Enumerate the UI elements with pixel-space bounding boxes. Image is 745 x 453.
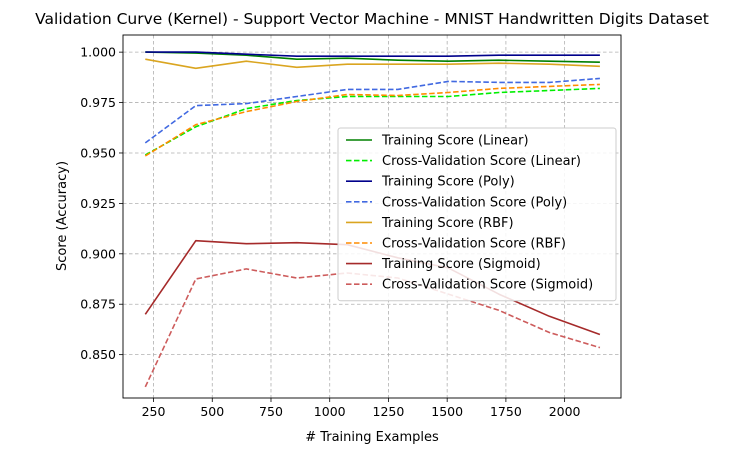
y-tick-label: 0.875 — [80, 297, 116, 312]
series-line-1 — [144, 87, 600, 156]
y-tick-label: 1.000 — [80, 45, 116, 60]
legend-label: Training Score (Linear) — [381, 134, 529, 149]
y-tick-label: 0.950 — [80, 145, 116, 160]
x-tick-label: 500 — [200, 404, 224, 419]
x-tick-label: 1500 — [431, 404, 463, 419]
x-tick-label: 1250 — [373, 404, 405, 419]
legend-label: Cross-Validation Score (Poly) — [382, 195, 567, 210]
x-axis-ticks: 250 500 750 1000 1250 1500 1750 2000 — [142, 398, 581, 419]
series-line-4 — [145, 58, 600, 70]
y-tick-label: 0.975 — [80, 95, 116, 110]
legend-label: Cross-Validation Score (Sigmoid) — [382, 278, 593, 293]
x-axis-label: # Training Examples — [305, 430, 439, 445]
x-tick-label: 1750 — [490, 404, 522, 419]
x-tick-label: 250 — [142, 404, 166, 419]
legend-label: Cross-Validation Score (Linear) — [382, 154, 581, 169]
series-line-5 — [144, 83, 600, 157]
series-line-2 — [145, 51, 600, 58]
series-line-3 — [144, 77, 600, 144]
plot-frame — [122, 34, 622, 399]
series-lines — [144, 51, 601, 388]
y-tick-label: 0.925 — [80, 196, 116, 211]
y-axis-ticks: 0.850 0.875 0.900 0.925 0.950 0.975 1.000 — [80, 45, 123, 362]
legend-label: Training Score (RBF) — [381, 216, 514, 231]
legend-label: Cross-Validation Score (RBF) — [382, 237, 566, 252]
y-tick-label: 0.900 — [80, 246, 116, 261]
legend: Training Score (Linear) Cross-Validation … — [337, 127, 617, 302]
y-axis-label: Score (Accuracy) — [55, 161, 70, 271]
axes — [122, 34, 622, 399]
x-tick-label: 1000 — [314, 404, 346, 419]
x-tick-label: 2000 — [549, 404, 581, 419]
series-line-0 — [145, 51, 600, 63]
legend-label: Training Score (Poly) — [381, 175, 515, 190]
legend-box — [337, 127, 617, 302]
legend-label: Training Score (Sigmoid) — [381, 257, 541, 272]
chart-title: Validation Curve (Kernel) - Support Vect… — [35, 10, 709, 28]
x-tick-label: 750 — [259, 404, 283, 419]
y-tick-label: 0.850 — [80, 347, 116, 362]
